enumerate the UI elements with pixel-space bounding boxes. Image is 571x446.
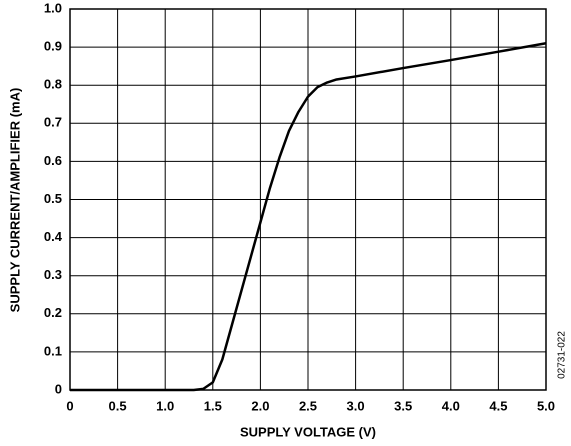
y-tick-label: 1.0 [44, 0, 62, 15]
y-tick-label: 0.6 [44, 153, 62, 168]
y-tick-label: 0.5 [44, 191, 62, 206]
figure-code: 02731-022 [557, 331, 568, 379]
y-tick-label: 0.9 [44, 39, 62, 54]
x-axis-label: SUPPLY VOLTAGE (V) [240, 424, 376, 439]
y-axis-label: SUPPLY CURRENT/AMPLIFIER (mA) [7, 88, 22, 313]
plot-frame [69, 8, 547, 391]
x-tick-label: 4.0 [442, 398, 460, 413]
y-tick-label: 0.8 [44, 77, 62, 92]
x-tick-label: 3.5 [394, 398, 412, 413]
x-tick-label: 0.5 [109, 398, 127, 413]
y-tick-label: 0.2 [44, 305, 62, 320]
x-tick-label: 5.0 [537, 398, 555, 413]
x-tick-label: 3.0 [347, 398, 365, 413]
line-series [70, 42, 547, 392]
y-tick-label: 0.7 [44, 115, 62, 130]
x-tick-label: 4.5 [489, 398, 507, 413]
y-tick-label: 0.4 [44, 229, 63, 244]
x-tick-label: 1.5 [204, 398, 222, 413]
x-tick-label: 0 [66, 398, 73, 413]
y-tick-label: 0.3 [44, 267, 62, 282]
y-tick-label: 0.1 [44, 343, 62, 358]
y-tick-label: 0 [55, 381, 62, 396]
x-tick-label: 1.0 [156, 398, 174, 413]
x-tick-label: 2.0 [251, 398, 269, 413]
x-tick-label: 2.5 [299, 398, 317, 413]
